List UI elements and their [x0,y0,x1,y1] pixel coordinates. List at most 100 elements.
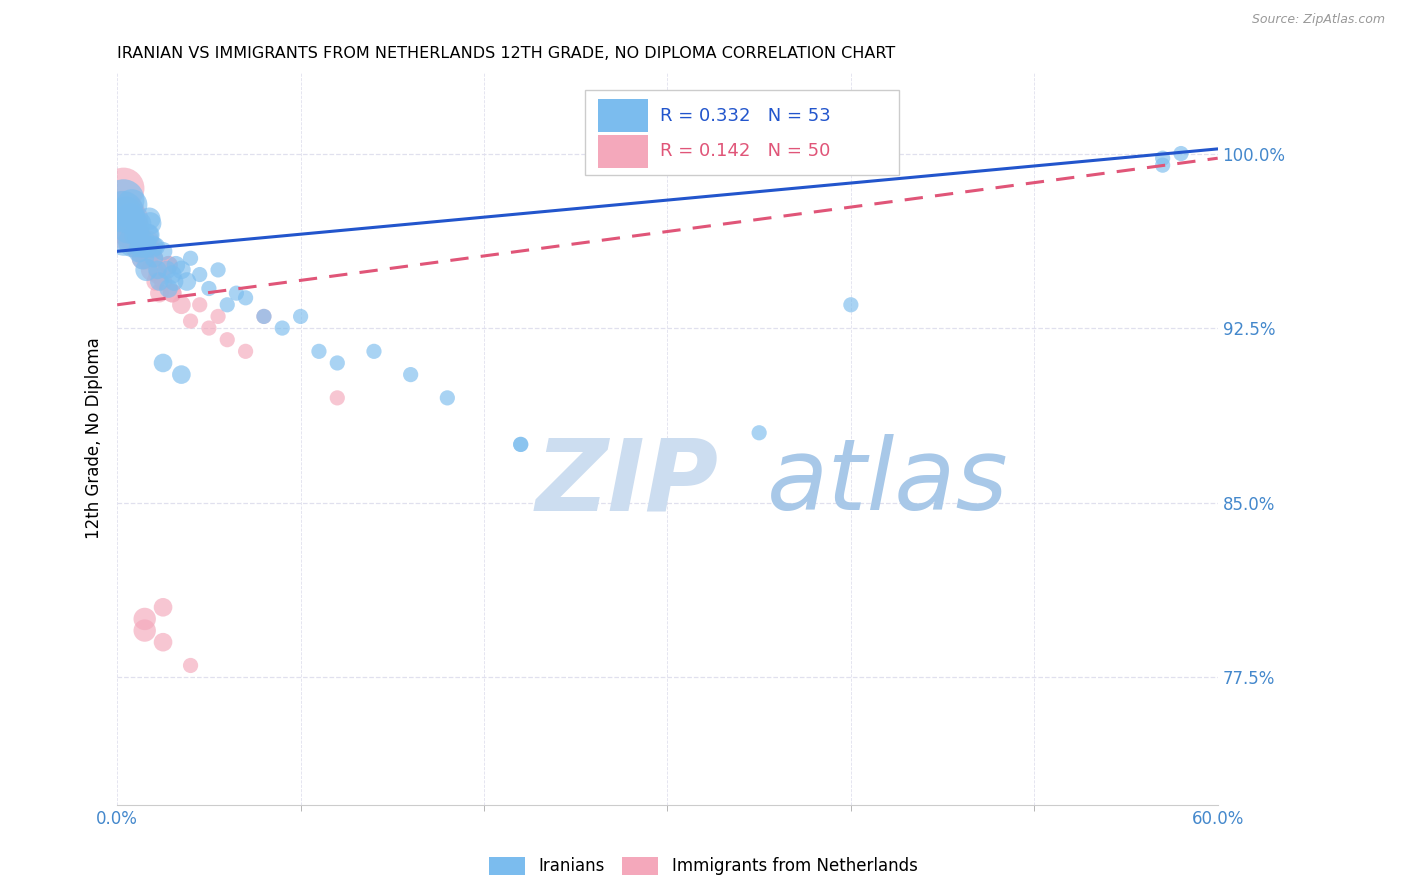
Point [141,263,163,277]
Point [152,356,174,370]
Point [112,193,135,207]
Point [207,263,229,277]
Point [152,275,174,289]
Point [509,437,531,451]
Point [122,227,145,242]
Point [509,437,531,451]
Point [128,235,150,249]
Point [142,252,165,266]
Point [112,181,135,195]
Point [134,624,156,638]
Point [114,216,136,230]
Point [170,368,193,382]
Point [436,391,458,405]
Point [122,235,145,249]
FancyBboxPatch shape [585,90,898,175]
Point [118,204,141,219]
Point [326,391,349,405]
Point [111,204,134,219]
Point [138,227,160,242]
Point [160,286,183,301]
Point [1152,151,1174,165]
Point [115,204,138,219]
Point [157,258,180,272]
Y-axis label: 12th Grade, No Diploma: 12th Grade, No Diploma [86,338,103,540]
Point [217,298,239,312]
Point [225,286,247,301]
Point [253,310,276,324]
Bar [598,99,648,132]
Point [117,211,139,226]
Text: atlas: atlas [766,434,1008,531]
Text: R = 0.332   N = 53: R = 0.332 N = 53 [659,107,831,125]
Point [145,239,167,253]
Bar [598,135,648,168]
Point [135,239,157,253]
Point [180,314,202,328]
Point [139,244,162,259]
Point [141,239,163,253]
Text: IRANIAN VS IMMIGRANTS FROM NETHERLANDS 12TH GRADE, NO DIPLOMA CORRELATION CHART: IRANIAN VS IMMIGRANTS FROM NETHERLANDS 1… [117,46,896,62]
Point [121,211,143,226]
Point [124,227,146,242]
Point [118,211,141,226]
Point [114,216,136,230]
Point [127,227,149,242]
Point [142,252,165,266]
Point [134,235,156,249]
Point [114,227,136,242]
Point [146,268,169,282]
Point [217,333,239,347]
Point [165,258,187,272]
Point [198,281,221,295]
Point [145,275,167,289]
Point [839,298,862,312]
Point [118,221,141,235]
Point [138,235,160,249]
Point [132,252,155,266]
Point [121,198,143,212]
Point [139,244,162,259]
Point [117,221,139,235]
Point [235,291,257,305]
Point [188,268,211,282]
Point [363,344,385,359]
Point [180,252,202,266]
Point [160,268,183,282]
Point [129,244,152,259]
Point [127,227,149,242]
Point [124,239,146,253]
Point [134,239,156,253]
Point [138,211,160,226]
Point [115,227,138,242]
Point [152,244,174,259]
Point [1152,158,1174,172]
Point [271,321,294,335]
Point [235,344,257,359]
Point [129,239,152,253]
Text: ZIP: ZIP [536,434,718,531]
Point [253,310,276,324]
Point [120,227,142,242]
Point [326,356,349,370]
Point [136,227,159,242]
Point [121,216,143,230]
Point [1170,146,1192,161]
Point [290,310,312,324]
Point [170,298,193,312]
Point [170,263,193,277]
Point [748,425,770,440]
Point [127,221,149,235]
Point [134,612,156,626]
Point [163,275,186,289]
Text: Source: ZipAtlas.com: Source: ZipAtlas.com [1251,13,1385,27]
Point [146,263,169,277]
Point [157,258,180,272]
Point [131,239,153,253]
Point [148,275,170,289]
Point [135,263,157,277]
Point [129,227,152,242]
Point [142,252,165,266]
Point [125,235,148,249]
Text: R = 0.142   N = 50: R = 0.142 N = 50 [659,142,830,161]
